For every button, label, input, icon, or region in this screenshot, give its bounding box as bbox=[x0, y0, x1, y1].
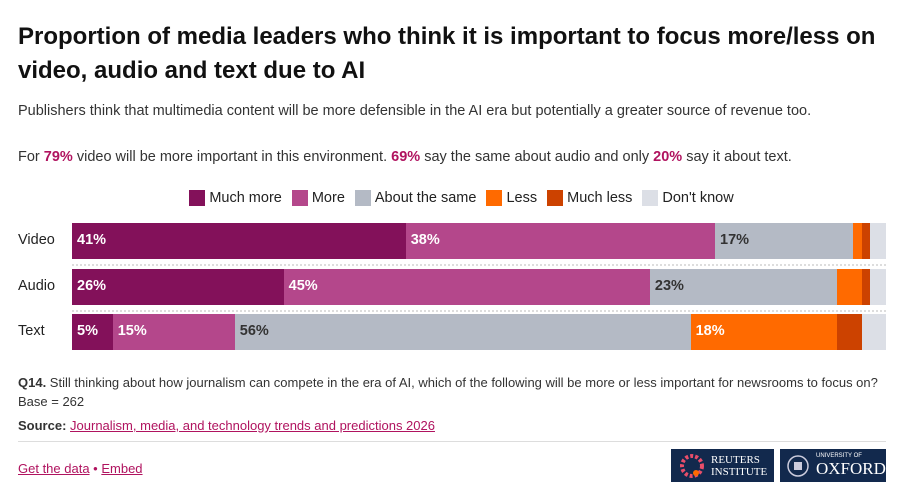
footer-links: Get the data • Embed bbox=[18, 461, 143, 476]
bar-segment: 26% bbox=[72, 269, 284, 305]
row-divider bbox=[72, 264, 886, 266]
source-note: Source: Journalism, media, and technolog… bbox=[18, 418, 435, 433]
bar-segment bbox=[861, 314, 886, 350]
legend-label: Less bbox=[506, 190, 538, 206]
reuters-institute-logo[interactable]: REUTERS INSTITUTE bbox=[671, 449, 774, 482]
data-label: 26% bbox=[77, 278, 107, 294]
chart-title: Proportion of media leaders who think it… bbox=[18, 23, 876, 84]
bar-segment: 45% bbox=[283, 269, 650, 305]
bar-segment: 23% bbox=[649, 269, 838, 305]
bar-segment bbox=[869, 223, 886, 259]
legend-item: Less bbox=[486, 190, 537, 206]
legend-swatch bbox=[291, 190, 308, 206]
data-label: 23% bbox=[654, 278, 684, 294]
bar-segment: 18% bbox=[690, 314, 838, 350]
summary-text: For 79% video will be more important in … bbox=[18, 149, 792, 165]
bar-segment: 17% bbox=[715, 223, 854, 259]
bar-segment bbox=[869, 269, 886, 305]
bar-segment: 15% bbox=[112, 314, 235, 350]
legend-item: More bbox=[291, 190, 345, 206]
legend-swatch bbox=[547, 190, 564, 206]
data-label: 17% bbox=[720, 232, 750, 248]
bar-segment: 5% bbox=[72, 314, 113, 350]
bar-segment bbox=[837, 314, 862, 350]
legend-label: More bbox=[311, 190, 345, 206]
legend: Much more More About the same Less Much less… bbox=[0, 190, 923, 206]
bar-row: Video 41% 38% 17% bbox=[18, 223, 886, 259]
legend-swatch bbox=[189, 190, 206, 206]
row-label: Audio bbox=[18, 278, 56, 294]
data-label: 38% bbox=[410, 232, 440, 248]
oxford-logo[interactable]: UNIVERSITY OF OXFORD bbox=[780, 449, 886, 482]
legend-label: Much less bbox=[567, 190, 633, 206]
bar-row: Audio 26% 45% 23% bbox=[18, 269, 886, 305]
legend-item: About the same bbox=[354, 190, 477, 206]
legend-label: Much more bbox=[209, 190, 282, 206]
legend-item: Much less bbox=[547, 190, 632, 206]
legend-item: Much more bbox=[189, 190, 282, 206]
legend-label: Don't know bbox=[662, 190, 734, 206]
legend-label: About the same bbox=[374, 190, 477, 206]
legend-item: Don't know bbox=[642, 190, 734, 206]
legend-swatch bbox=[486, 190, 503, 206]
data-label: 5% bbox=[77, 323, 98, 339]
get-data-link[interactable]: Get the data bbox=[18, 461, 90, 476]
reuters-dots-icon bbox=[680, 453, 704, 478]
bar-segment bbox=[837, 269, 862, 305]
chart-subtitle: Publishers think that multimedia content… bbox=[18, 103, 812, 119]
row-label: Video bbox=[18, 232, 55, 248]
data-label: 15% bbox=[117, 323, 147, 339]
embed-link[interactable]: Embed bbox=[101, 461, 143, 476]
row-label: Text bbox=[18, 323, 45, 339]
row-divider bbox=[72, 310, 886, 312]
bar-segment bbox=[853, 223, 862, 259]
source-link[interactable]: Journalism, media, and technology trends… bbox=[70, 418, 435, 433]
question-note: Q14. Still thinking about how journalism… bbox=[18, 375, 878, 409]
legend-swatch bbox=[642, 190, 659, 206]
data-label: 18% bbox=[695, 323, 725, 339]
data-label: 41% bbox=[77, 232, 107, 248]
bar-segment bbox=[861, 223, 870, 259]
legend-swatch bbox=[354, 190, 371, 206]
bar-segment: 38% bbox=[405, 223, 716, 259]
bar-segment: 41% bbox=[72, 223, 406, 259]
bar-row: Text 5% 15% 56% 18% bbox=[18, 314, 886, 350]
bar-segment: 56% bbox=[234, 314, 691, 350]
bar-segment bbox=[861, 269, 870, 305]
divider bbox=[18, 441, 886, 442]
data-label: 45% bbox=[288, 278, 318, 294]
oxford-crest-icon bbox=[787, 454, 809, 477]
data-label: 56% bbox=[239, 323, 269, 339]
